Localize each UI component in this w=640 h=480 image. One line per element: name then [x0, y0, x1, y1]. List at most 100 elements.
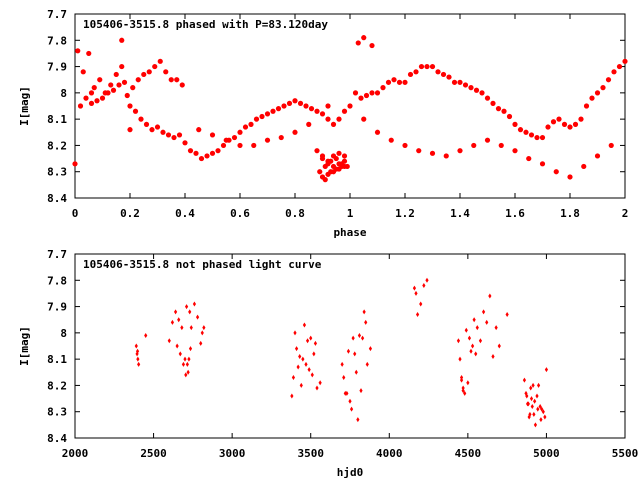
data-point [308, 106, 315, 112]
data-point [209, 150, 216, 156]
data-point [402, 142, 408, 149]
data-point [429, 63, 436, 70]
data-point [182, 140, 188, 146]
data-point [336, 150, 342, 156]
data-point [143, 121, 150, 127]
data-point [202, 325, 206, 331]
data-point [135, 348, 140, 354]
data-point [463, 390, 467, 396]
data-point [484, 137, 491, 143]
data-point [418, 63, 425, 70]
data-point [459, 377, 464, 383]
data-point [325, 116, 331, 122]
data-point [528, 132, 535, 138]
y-tick-label: 8.4 [47, 192, 67, 205]
data-point [344, 163, 350, 170]
data-point [298, 354, 302, 360]
data-point [127, 127, 133, 133]
data-point [286, 100, 293, 106]
data-point [470, 343, 475, 349]
data-point [293, 330, 297, 336]
data-point [539, 161, 546, 167]
data-point [374, 129, 381, 135]
data-point [188, 309, 192, 315]
data-point [466, 380, 470, 386]
data-point [200, 330, 204, 336]
data-point [171, 134, 177, 141]
data-point [526, 155, 532, 162]
data-point [567, 174, 573, 180]
data-point [99, 95, 106, 101]
data-point [132, 108, 139, 114]
data-point [336, 166, 342, 172]
data-point [342, 375, 346, 381]
y-tick-label: 7.7 [47, 248, 67, 261]
data-point [141, 71, 147, 78]
data-point [459, 375, 464, 381]
chart-title: 105406-3515.8 not phased light curve [83, 258, 322, 271]
data-point [535, 393, 539, 399]
axis-ticks: 0 0.2 0.4 0.6 0.8 1 1.2 1.4 1.6 1.8 2 7.7 7.8 7.9 8 8.1… [47, 8, 628, 220]
data-point [544, 367, 549, 373]
data-point [193, 150, 199, 156]
data-point [468, 85, 474, 91]
data-point [303, 103, 309, 109]
data-point [105, 90, 111, 96]
data-point [501, 108, 507, 114]
data-point [363, 92, 370, 99]
data-point [336, 116, 342, 122]
data-point [348, 398, 352, 404]
data-point [529, 385, 533, 391]
data-point [163, 69, 169, 75]
data-point [416, 148, 422, 154]
data-point [297, 100, 304, 106]
data-point [346, 348, 351, 354]
data-point [528, 411, 532, 417]
data-point [275, 106, 282, 112]
x-tick-label: 2 [622, 207, 629, 220]
data-point [362, 309, 366, 315]
data-point [72, 161, 78, 167]
data-point [461, 385, 465, 391]
data-point [553, 169, 559, 175]
data-point [183, 356, 187, 362]
y-tick-label: 8.3 [47, 166, 67, 179]
plot-frame [74, 253, 626, 439]
data-point [180, 325, 184, 331]
data-point [374, 90, 381, 96]
data-point [199, 340, 203, 346]
data-point [541, 409, 545, 415]
data-point [88, 100, 95, 106]
data-point [322, 177, 328, 183]
data-point [264, 111, 271, 117]
data-point [461, 388, 465, 394]
x-tick-label: 0.6 [230, 207, 250, 220]
y-axis-label: I[mag] [18, 86, 31, 126]
data-point [543, 414, 547, 420]
data-point [138, 116, 144, 122]
data-point [270, 108, 276, 114]
data-point [540, 406, 544, 412]
data-point [177, 317, 181, 323]
data-point [490, 100, 496, 106]
data-point [83, 95, 89, 101]
data-point [556, 116, 562, 122]
data-point [474, 351, 478, 357]
data-point [91, 85, 97, 91]
y-tick-label: 7.9 [47, 61, 67, 74]
data-point [594, 153, 601, 159]
data-point [330, 169, 337, 175]
data-point [622, 58, 628, 64]
data-point [443, 153, 449, 159]
data-point [488, 293, 492, 299]
data-point [187, 356, 191, 362]
data-point [302, 322, 307, 328]
data-point [186, 369, 190, 375]
x-tick-label: 1.2 [395, 207, 415, 220]
data-point [475, 325, 479, 331]
data-point [440, 71, 447, 78]
data-point [124, 92, 130, 99]
data-point [121, 79, 128, 85]
data-point [314, 108, 320, 114]
